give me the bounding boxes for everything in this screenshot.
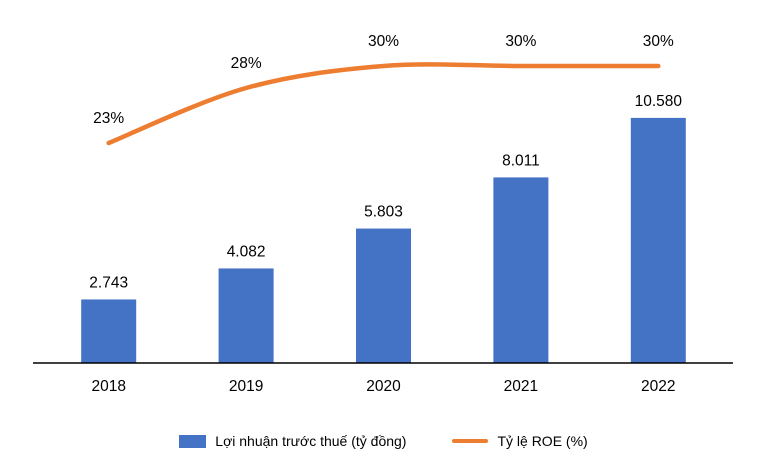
bar-value-label: 5.803 [364,204,403,221]
bar-2022 [630,117,686,363]
bar-series-swatch [179,434,207,448]
bar-value-label: 10.580 [635,93,683,110]
legend-item-roe: Tỷ lệ ROE (%) [452,433,588,449]
chart-plot-area: 2.743 4.082 5.803 8.011 10.580 23% 28% 30% 30% 30… [33,33,733,395]
x-axis-label: 2022 [641,378,675,395]
x-axis-label: 2019 [229,378,263,395]
bar-2021 [493,177,549,363]
line-value-label: 30% [643,33,674,50]
bar-2019 [218,268,274,363]
bar-series-label: Lợi nhuận trước thuế (tỷ đồng) [215,433,407,449]
line-value-label: 28% [231,55,262,72]
line-value-label: 30% [368,33,399,50]
bar-value-label: 2.743 [89,274,128,291]
bar-2018 [81,299,137,363]
legend-item-profit: Lợi nhuận trước thuế (tỷ đồng) [179,433,406,449]
line-series-swatch [452,439,489,443]
line-value-label: 30% [505,33,536,50]
line-series-label: Tỷ lệ ROE (%) [497,433,588,449]
bar-2020 [356,228,411,363]
roe-line [106,62,661,146]
bar-value-label: 8.011 [502,152,540,169]
x-axis-label: 2021 [504,378,538,395]
line-value-label: 23% [93,110,124,127]
x-axis-label: 2018 [91,378,125,395]
x-axis-label: 2020 [366,378,401,395]
chart-legend: Lợi nhuận trước thuế (tỷ đồng) Tỷ lệ ROE… [0,420,767,462]
bar-value-label: 4.082 [227,243,266,260]
